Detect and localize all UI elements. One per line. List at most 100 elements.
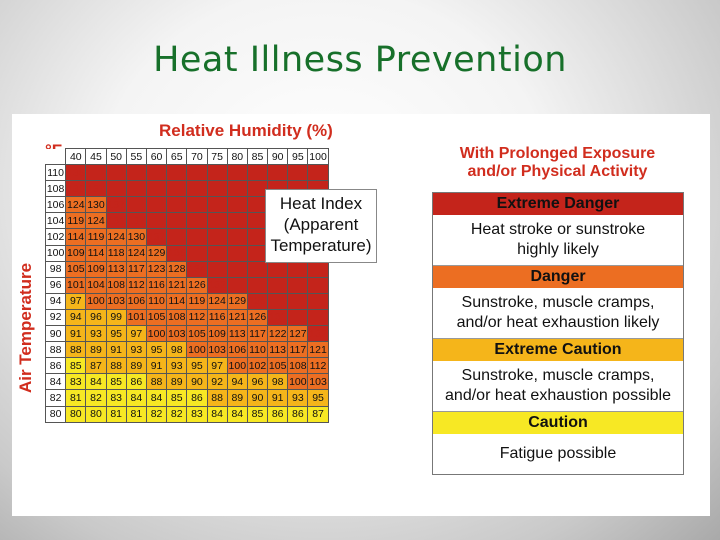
heat-index-cell: 100 [85, 292, 107, 310]
heat-index-cell: 114 [166, 292, 188, 310]
heat-index-cell: 105 [65, 260, 87, 278]
heat-index-cell: 89 [166, 373, 188, 391]
heat-index-cell: 112 [125, 276, 147, 294]
heat-index-cell: 85 [246, 405, 269, 423]
humidity-header: 80 [226, 147, 248, 166]
heat-index-cell: 84 [206, 405, 228, 423]
heat-index-cell [267, 292, 289, 310]
heat-index-cell: 121 [307, 341, 329, 359]
desc-line: and/or heat exhaustion likely [456, 314, 660, 331]
heat-index-cell [186, 244, 208, 262]
heat-index-cell: 84 [226, 405, 248, 423]
heat-index-cell: 95 [186, 357, 208, 375]
heat-index-cell: 100 [145, 325, 168, 343]
temperature-cell: 94 [44, 292, 67, 310]
heat-index-cell [226, 276, 248, 294]
heat-index-cell: 90 [186, 373, 208, 391]
heat-index-cell: 86 [186, 389, 208, 407]
table-row: 102 114 119 124 130 137 [44, 228, 329, 246]
heat-index-cell: 93 [166, 357, 188, 375]
heat-index-cell: 102 [246, 357, 269, 375]
humidity-header: 50 [105, 147, 127, 166]
heat-index-cell: 130 [125, 228, 147, 246]
heat-index-cell: 87 [85, 357, 107, 375]
temperature-cell: 110 [44, 164, 67, 182]
table-row: 92 94 96 99 101 105 108 112 116 121 126 131 [44, 308, 329, 327]
heat-index-cell: 136 [65, 164, 87, 182]
heat-index-cell: 103 [166, 325, 188, 343]
humidity-header: 40 [65, 147, 87, 166]
heat-index-cell: 121 [166, 276, 188, 294]
heat-index-cell [206, 164, 228, 182]
heat-index-cell: 109 [206, 325, 228, 343]
heat-index-cell [246, 212, 269, 230]
heat-index-box: Heat Index (Apparent Temperature) [265, 189, 377, 263]
heat-index-cell: 85 [105, 373, 127, 391]
heat-index-cell: 81 [65, 389, 87, 407]
heat-index-cell: 124 [65, 196, 87, 214]
humidity-header: 95 [287, 147, 309, 166]
heat-index-cell: 82 [166, 405, 188, 423]
heat-index-cell: 106 [125, 292, 147, 310]
humidity-header: 90 [267, 147, 289, 166]
heat-index-cell: 88 [206, 389, 228, 407]
heat-index-cell: 97 [125, 325, 147, 343]
temperature-cell: 98 [44, 260, 67, 278]
heat-index-cell: 131 [105, 212, 127, 230]
temperature-cell: 88 [44, 341, 67, 359]
heat-index-cell: 118 [105, 244, 127, 262]
heat-index-cell: 109 [65, 244, 87, 262]
heat-index-cell: 85 [65, 357, 87, 375]
temperature-cell: 86 [44, 357, 67, 375]
table-row: 96 101 104 108 112 116 121 126 132 [44, 276, 329, 294]
heat-index-cell: 124 [105, 228, 127, 246]
heat-index-cell: 123 [145, 260, 168, 278]
heat-index-cell: 84 [125, 389, 147, 407]
desc-line: Sunstroke, muscle cramps, [461, 367, 655, 384]
heat-index-cell [125, 180, 147, 198]
table-row: 82 81 82 83 84 84 85 86 88 89 90 91 93 95 [44, 389, 329, 407]
heat-index-cell [287, 308, 309, 327]
heat-index-cell: 100 [186, 341, 208, 359]
heat-index-cell: 83 [105, 389, 127, 407]
heat-index-cell [166, 180, 188, 198]
heat-index-cell [85, 164, 107, 182]
heat-index-cell: 86 [287, 405, 309, 423]
heat-index-cell [226, 164, 248, 182]
temperature-cell: 80 [44, 405, 67, 423]
heat-index-cell: 81 [125, 405, 147, 423]
heat-index-cell [226, 212, 248, 230]
heat-index-cell [166, 164, 188, 182]
legend-category-extreme-danger: Extreme Danger [433, 193, 683, 215]
heat-index-cell [287, 292, 309, 310]
heat-index-cell [226, 180, 248, 198]
relative-humidity-label: Relative Humidity (%) [159, 121, 333, 140]
desc-line: Heat stroke or sunstroke [470, 221, 646, 238]
desc-line: and/or heat exhaustion possible [445, 387, 671, 404]
heat-index-cell [145, 196, 168, 214]
risk-legend: Extreme Danger Heat stroke or sunstroke … [432, 192, 684, 475]
heat-index-cell [206, 228, 228, 246]
heat-index-cell: 96 [85, 308, 107, 327]
heat-index-cell [246, 260, 269, 278]
legend-category-extreme-caution: Extreme Caution [433, 339, 683, 361]
heat-index-cell: 82 [85, 389, 107, 407]
desc-line: Fatigue possible [499, 445, 617, 462]
air-temperature-label: Air Temperature [16, 262, 35, 394]
heat-index-cell: 91 [145, 357, 168, 375]
heat-index-cell: 124 [206, 292, 228, 310]
heat-index-cell: 124 [85, 212, 107, 230]
heat-index-cell [145, 164, 168, 182]
heat-index-cell: 129 [226, 292, 248, 310]
heat-index-cell: 88 [105, 357, 127, 375]
heat-index-cell [166, 196, 188, 214]
heat-index-cell [226, 228, 248, 246]
heat-index-cell: 106 [226, 341, 248, 359]
humidity-header: 70 [186, 147, 208, 166]
heat-index-cell: 105 [186, 325, 208, 343]
heat-index-cell: 84 [85, 373, 107, 391]
heat-index-cell: 104 [85, 276, 107, 294]
heat-index-cell: 94 [65, 308, 87, 327]
heat-index-cell: 81 [105, 405, 127, 423]
heat-index-cell: 96 [246, 373, 269, 391]
